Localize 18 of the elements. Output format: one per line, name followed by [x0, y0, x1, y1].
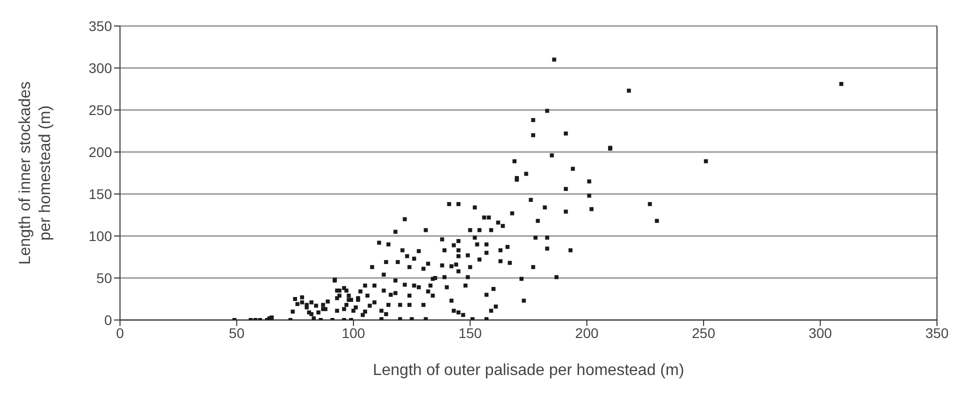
- y-tick-label: 150: [88, 186, 112, 202]
- x-tick-label: 0: [116, 324, 124, 341]
- x-tick-label: 300: [808, 324, 832, 341]
- y-tick-label: 250: [88, 102, 112, 118]
- x-tick-label: 50: [228, 324, 245, 341]
- y-tick-label: 350: [88, 18, 112, 34]
- x-axis-title: Length of outer palisade per homestead (m): [372, 362, 684, 379]
- y-tick-label: 200: [88, 144, 112, 160]
- x-tick-label: 250: [692, 324, 716, 341]
- y-tick-label: 100: [88, 228, 112, 244]
- y-axis-title: Length of inner stockades per homestead (m): [17, 81, 54, 265]
- x-tick-label: 350: [925, 324, 949, 341]
- x-tick-label: 200: [575, 324, 599, 341]
- y-tick-label: 300: [88, 60, 112, 76]
- y-tick-label: 50: [96, 270, 112, 286]
- y-tick-label: 0: [104, 312, 112, 328]
- x-tick-label: 150: [458, 324, 482, 341]
- x-tick-label: 100: [342, 324, 366, 341]
